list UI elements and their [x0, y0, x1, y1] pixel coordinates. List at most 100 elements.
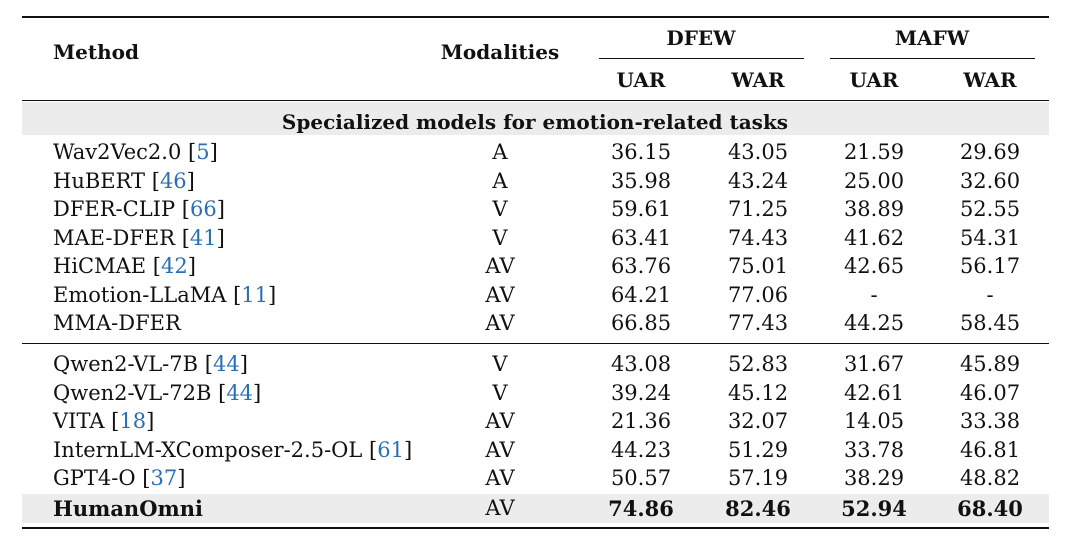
citation-link[interactable]: 5: [196, 140, 210, 164]
cell-mafw-uar: 14.05: [843, 409, 905, 433]
cell-method: DFER-CLIP [66]: [53, 197, 225, 221]
cell-dfew-war: 82.46: [725, 496, 791, 521]
cell-method: HumanOmni: [53, 496, 203, 521]
cell-mafw-war: 54.31: [959, 225, 1021, 250]
section-band: [22, 102, 1049, 135]
cell-dfew-war: 52.83: [727, 352, 789, 376]
citation-link[interactable]: 46: [159, 168, 187, 193]
header-modalities: Modalities: [440, 40, 560, 64]
method-name: Emotion-LLaMA: [53, 282, 227, 307]
citation-link[interactable]: 44: [212, 352, 240, 376]
section-title: Specialized models for emotion-related t…: [281, 110, 789, 134]
cell-modalities: AV: [485, 282, 515, 307]
cell-mafw-uar: 38.29: [843, 466, 905, 490]
method-name: DFER-CLIP: [53, 197, 176, 221]
method-name: Qwen2-VL-72B: [53, 380, 212, 405]
method-name: GPT4-O: [53, 466, 136, 490]
citation-link[interactable]: 44: [226, 380, 254, 405]
cell-method: HuBERT [46]: [53, 168, 195, 193]
cell-modalities: AV: [485, 311, 515, 335]
citation-link[interactable]: 11: [241, 282, 268, 307]
cell-dfew-uar: 50.57: [610, 466, 672, 490]
citation-link[interactable]: 37: [150, 466, 178, 490]
mafw-underline: [830, 58, 1035, 59]
header-dfew-war: WAR: [731, 68, 785, 92]
method-name: Qwen2-VL-7B: [53, 352, 199, 376]
cell-mafw-war: 46.07: [959, 380, 1021, 405]
cell-method: Qwen2-VL-72B [44]: [53, 380, 262, 405]
cell-mafw-uar: 33.78: [843, 437, 905, 462]
cell-method: InternLM-XComposer-2.5-OL [61]: [53, 437, 413, 462]
method-name: MMA-DFER: [53, 311, 181, 335]
cell-dfew-uar: 63.76: [610, 254, 672, 278]
cell-dfew-war: 77.06: [727, 282, 789, 307]
header-mafw: MAFW: [894, 26, 970, 50]
method-name: VITA: [53, 409, 105, 433]
cell-modalities: AV: [485, 466, 515, 490]
citation-link[interactable]: 41: [189, 225, 217, 250]
header-method: Method: [53, 40, 139, 64]
citation-link[interactable]: 18: [119, 409, 147, 433]
cell-modalities: AV: [485, 254, 515, 278]
cell-modalities: V: [492, 197, 508, 221]
citation-link[interactable]: 61: [377, 437, 404, 462]
method-name: HiCMAE: [53, 254, 147, 278]
cell-mafw-uar: 41.62: [843, 225, 905, 250]
cell-mafw-war: 45.89: [959, 352, 1021, 376]
citation-link[interactable]: 66: [189, 197, 217, 221]
cell-dfew-war: 57.19: [727, 466, 789, 490]
cell-dfew-war: 43.05: [727, 140, 789, 164]
cell-dfew-war: 71.25: [727, 197, 789, 221]
cell-dfew-uar: 64.21: [610, 282, 672, 307]
highlight-band: [22, 494, 1049, 523]
citation-link[interactable]: 42: [160, 254, 188, 278]
header-mafw-uar: UAR: [849, 68, 899, 92]
top-rule: [22, 16, 1049, 18]
cell-modalities: V: [492, 225, 508, 250]
cell-dfew-war: 77.43: [727, 311, 789, 335]
method-name: HuBERT: [53, 168, 146, 193]
method-name: Wav2Vec2.0: [53, 140, 182, 164]
cell-mafw-uar: 31.67: [843, 352, 905, 376]
cell-dfew-uar: 36.15: [610, 140, 672, 164]
cell-dfew-uar: 39.24: [610, 380, 672, 405]
cell-mafw-uar: 42.61: [843, 380, 905, 405]
cell-dfew-uar: 21.36: [610, 409, 672, 433]
method-name: MAE-DFER: [53, 225, 176, 250]
cell-mafw-uar: -: [870, 282, 878, 307]
cell-mafw-uar: 42.65: [843, 254, 905, 278]
cell-mafw-uar: 21.59: [843, 140, 905, 164]
dfew-underline: [599, 58, 804, 59]
cell-modalities: V: [492, 380, 508, 405]
cell-mafw-war: 29.69: [959, 140, 1021, 164]
cell-method: MMA-DFER: [53, 313, 181, 334]
header-rule: [22, 100, 1049, 101]
bottom-rule: [22, 527, 1049, 529]
cell-method: VITA [18]: [53, 409, 155, 433]
method-name: InternLM-XComposer-2.5-OL: [53, 437, 363, 462]
cell-method: GPT4-O [37]: [53, 466, 186, 490]
cell-mafw-uar: 52.94: [841, 496, 907, 521]
cell-dfew-uar: 74.86: [608, 496, 674, 521]
cell-mafw-war: 33.38: [959, 409, 1021, 433]
cell-modalities: A: [492, 168, 508, 193]
cell-dfew-uar: 44.23: [610, 437, 672, 462]
cell-method: HiCMAE [42]: [53, 254, 196, 278]
cell-modalities: AV: [485, 409, 515, 433]
cell-modalities: A: [492, 140, 508, 164]
cell-mafw-uar: 38.89: [843, 197, 905, 221]
cell-modalities: V: [492, 352, 508, 376]
header-dfew: DFEW: [666, 26, 736, 50]
group-divider-rule: [22, 343, 1049, 344]
header-mafw-war: WAR: [963, 68, 1017, 92]
cell-dfew-war: 43.24: [727, 168, 789, 193]
cell-mafw-war: 58.45: [959, 311, 1021, 335]
cell-dfew-uar: 66.85: [610, 311, 672, 335]
cell-mafw-war: 52.55: [959, 197, 1021, 221]
cell-mafw-war: 46.81: [959, 437, 1021, 462]
cell-mafw-war: 32.60: [959, 168, 1021, 193]
cell-mafw-war: -: [986, 282, 994, 307]
cell-dfew-war: 75.01: [727, 254, 789, 278]
cell-dfew-uar: 43.08: [610, 352, 672, 376]
